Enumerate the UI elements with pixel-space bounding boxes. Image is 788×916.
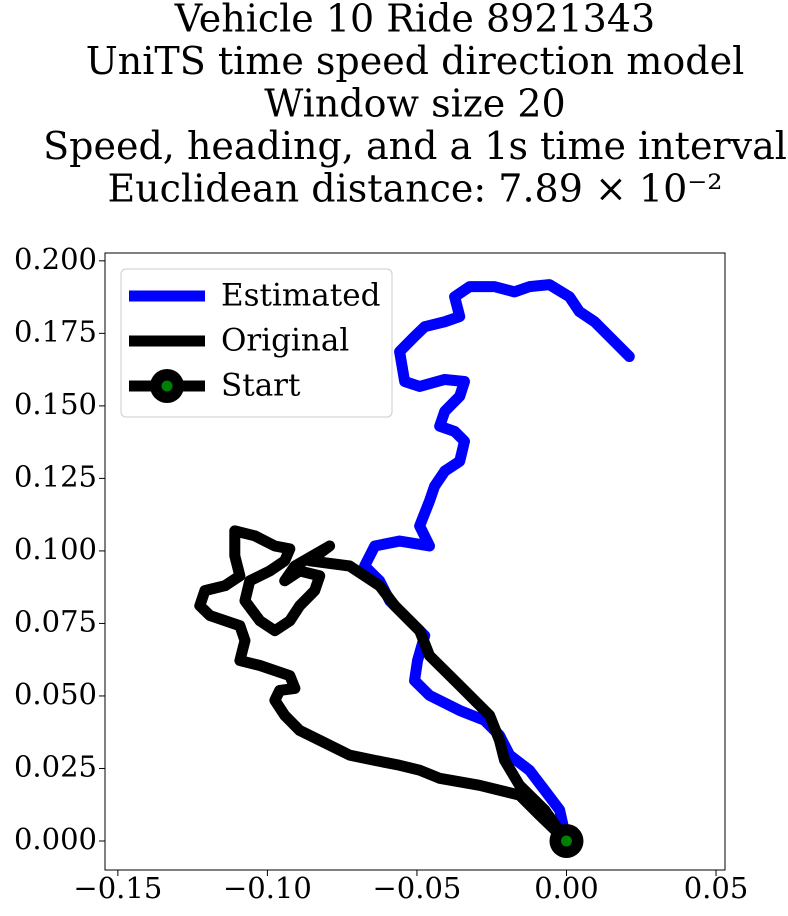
start-marker-center (560, 835, 572, 847)
chart-title: Euclidean distance: 7.89 × 10⁻² (107, 167, 722, 211)
y-tick-label: 0.150 (14, 387, 97, 421)
chart-title: Vehicle 10 Ride 8921343 (174, 0, 655, 41)
y-tick-label: 0.025 (14, 749, 97, 783)
x-tick-label: −0.10 (223, 871, 312, 905)
y-tick-label: 0.200 (14, 242, 97, 276)
y-tick-label: 0.125 (14, 459, 97, 493)
chart-title: Speed, heading, and a 1s time interval (43, 124, 787, 168)
x-tick-label: −0.05 (373, 871, 462, 905)
chart-title: Window size 20 (264, 82, 565, 126)
legend-label: Original (221, 323, 349, 359)
series-line (359, 279, 635, 847)
legend-box (120, 268, 393, 418)
y-tick-label: 0.050 (14, 677, 97, 711)
x-tick-label: 0.00 (534, 871, 599, 905)
y-tick-label: 0.000 (14, 822, 97, 856)
legend-marker-center (161, 380, 173, 392)
y-tick-label: 0.075 (14, 604, 97, 638)
legend-label: Estimated (221, 278, 380, 314)
y-tick-label: 0.175 (14, 314, 97, 348)
series-line (194, 525, 572, 847)
legend-label: Start (221, 368, 301, 404)
plot-frame (104, 252, 726, 871)
x-tick-label: −0.15 (73, 871, 162, 905)
x-tick-label: 0.05 (684, 871, 749, 905)
chart-title: UniTS time speed direction model (86, 39, 745, 83)
y-tick-label: 0.100 (14, 532, 97, 566)
